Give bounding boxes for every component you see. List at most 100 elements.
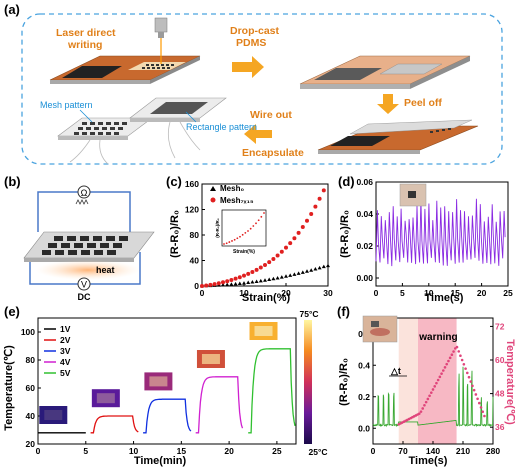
mesh0-point bbox=[237, 281, 242, 286]
voltage-source-icon: V bbox=[77, 277, 91, 291]
x-tick-label: 15 bbox=[450, 288, 460, 298]
legend-label-4V: 4V bbox=[60, 357, 71, 367]
inset-xlabel: Strain(%) bbox=[233, 249, 255, 255]
chart-c-xlabel: Strain(%) bbox=[242, 292, 291, 304]
chart-f-xlabel: Time(s) bbox=[409, 455, 448, 467]
inset-point bbox=[249, 227, 252, 230]
laser-board bbox=[49, 55, 201, 84]
chart-c-inset: Strain(%) (R-R₀)/R₀ bbox=[215, 209, 267, 255]
mesh7x15-point bbox=[292, 236, 297, 241]
inset-point bbox=[233, 238, 236, 241]
mesh7x15-point bbox=[237, 275, 242, 280]
inset-point bbox=[225, 242, 228, 245]
mesh0-point bbox=[271, 276, 276, 281]
temperature-point bbox=[441, 369, 445, 372]
temperature-point bbox=[435, 381, 438, 385]
temperature-point bbox=[431, 388, 435, 391]
mesh0-point bbox=[309, 268, 314, 272]
x-tick-label: 10 bbox=[424, 288, 434, 298]
mesh0-point bbox=[263, 278, 267, 282]
y-tick-label: 160 bbox=[185, 179, 199, 189]
heater-mesh bbox=[42, 236, 128, 255]
x-tick-label: 10 bbox=[239, 288, 249, 298]
mesh0-point bbox=[292, 272, 297, 276]
mesh7x15-point bbox=[271, 256, 276, 261]
pre-warning-band bbox=[398, 318, 418, 444]
temperature-point bbox=[483, 414, 486, 418]
series-3V bbox=[143, 398, 192, 434]
chart-e: 0 5 10 15 20 25 20 40 60 80 100 Time(min) Temperat… bbox=[3, 309, 328, 467]
temperature-point bbox=[467, 375, 471, 379]
y-tick-label: 100 bbox=[21, 327, 35, 337]
thermal-core bbox=[149, 376, 168, 387]
inset-point bbox=[260, 215, 263, 218]
rectangle-pattern-device bbox=[129, 97, 227, 159]
legend-mesh7x15: Mesh₇ₓ₁₅ bbox=[220, 196, 254, 205]
inset-point bbox=[263, 212, 265, 214]
thermal-image-2V bbox=[91, 389, 120, 408]
x-tick-label: 10 bbox=[129, 446, 139, 456]
thermal-core bbox=[254, 326, 273, 336]
mesh7x15-point bbox=[216, 281, 221, 286]
pdms-board bbox=[299, 55, 471, 89]
rect-pointer bbox=[185, 111, 197, 123]
dc-label: DC bbox=[78, 292, 91, 302]
wire-label-2: Encapsulate bbox=[242, 147, 304, 159]
mesh0-point bbox=[305, 269, 309, 273]
warning-label: warning bbox=[418, 332, 457, 343]
y2-tick-label: 60 bbox=[495, 355, 505, 365]
temperature-point bbox=[452, 350, 455, 353]
temperature-point bbox=[426, 397, 430, 401]
series-4V bbox=[195, 376, 244, 434]
colorbar bbox=[304, 320, 312, 444]
temperature-point bbox=[436, 378, 440, 382]
heat-label: heat bbox=[96, 265, 115, 275]
inset-point bbox=[239, 235, 241, 238]
panel-b-svg: Ω heat V DC bbox=[23, 185, 155, 302]
mesh7x15-point bbox=[225, 279, 230, 284]
mesh7x15-point bbox=[221, 280, 225, 285]
laser-step-label-2: writing bbox=[67, 39, 102, 51]
mesh0-point bbox=[300, 270, 305, 274]
panel-d: (d) 0 5 10 15 20 25 0.00 0.02 0.04 0.06 Time(s) (… bbox=[336, 172, 515, 304]
x-tick-label: 140 bbox=[426, 446, 440, 456]
peeled-board bbox=[317, 119, 479, 154]
x-tick-label: 0 bbox=[36, 446, 41, 456]
thermal-core bbox=[44, 410, 63, 420]
mesh0-point bbox=[275, 275, 280, 280]
inset-point bbox=[255, 222, 257, 225]
temperature-point bbox=[457, 350, 461, 353]
inset-point bbox=[241, 233, 244, 236]
laser-head-icon bbox=[154, 17, 168, 64]
mesh0-point bbox=[267, 277, 272, 281]
panel-e: (e) 0 5 10 15 20 25 20 40 60 80 100 Time(min) Temp… bbox=[0, 304, 335, 467]
x-tick-label: 25 bbox=[272, 446, 282, 456]
mesh7x15-point bbox=[254, 267, 259, 272]
temperature-point bbox=[443, 366, 447, 369]
y-tick-label: 0.00 bbox=[356, 273, 373, 283]
mesh7x15-point bbox=[296, 230, 301, 235]
mesh0-point bbox=[225, 282, 230, 287]
mesh7x15-point bbox=[258, 265, 263, 270]
mesh0-point bbox=[313, 267, 318, 271]
mesh7x15-point bbox=[317, 196, 322, 201]
mesh-pattern-label: Mesh pattern bbox=[40, 100, 93, 110]
mesh7x15-point bbox=[242, 273, 246, 278]
x-tick-label: 30 bbox=[323, 288, 333, 298]
inset-point bbox=[244, 232, 247, 234]
mesh-pointer bbox=[79, 109, 93, 123]
chart-d-ylabel: (R-R₀)/R₀ bbox=[339, 210, 351, 258]
chart-c-legend: Mesh₀ Mesh₇ₓ₁₅ bbox=[210, 184, 254, 205]
temperature-point bbox=[419, 410, 423, 413]
temperature-point bbox=[429, 391, 433, 394]
mesh7x15-point bbox=[250, 269, 255, 274]
face-photo bbox=[362, 315, 398, 343]
y-tick-label: 40 bbox=[26, 411, 36, 421]
mesh7x15-point bbox=[200, 284, 204, 288]
mesh7x15-point bbox=[267, 260, 272, 265]
panel-c-label: (c) bbox=[166, 174, 182, 189]
legend-label-1V: 1V bbox=[60, 324, 71, 334]
chart-f-ylabel: (R-R₀)/R₀ bbox=[338, 358, 350, 406]
